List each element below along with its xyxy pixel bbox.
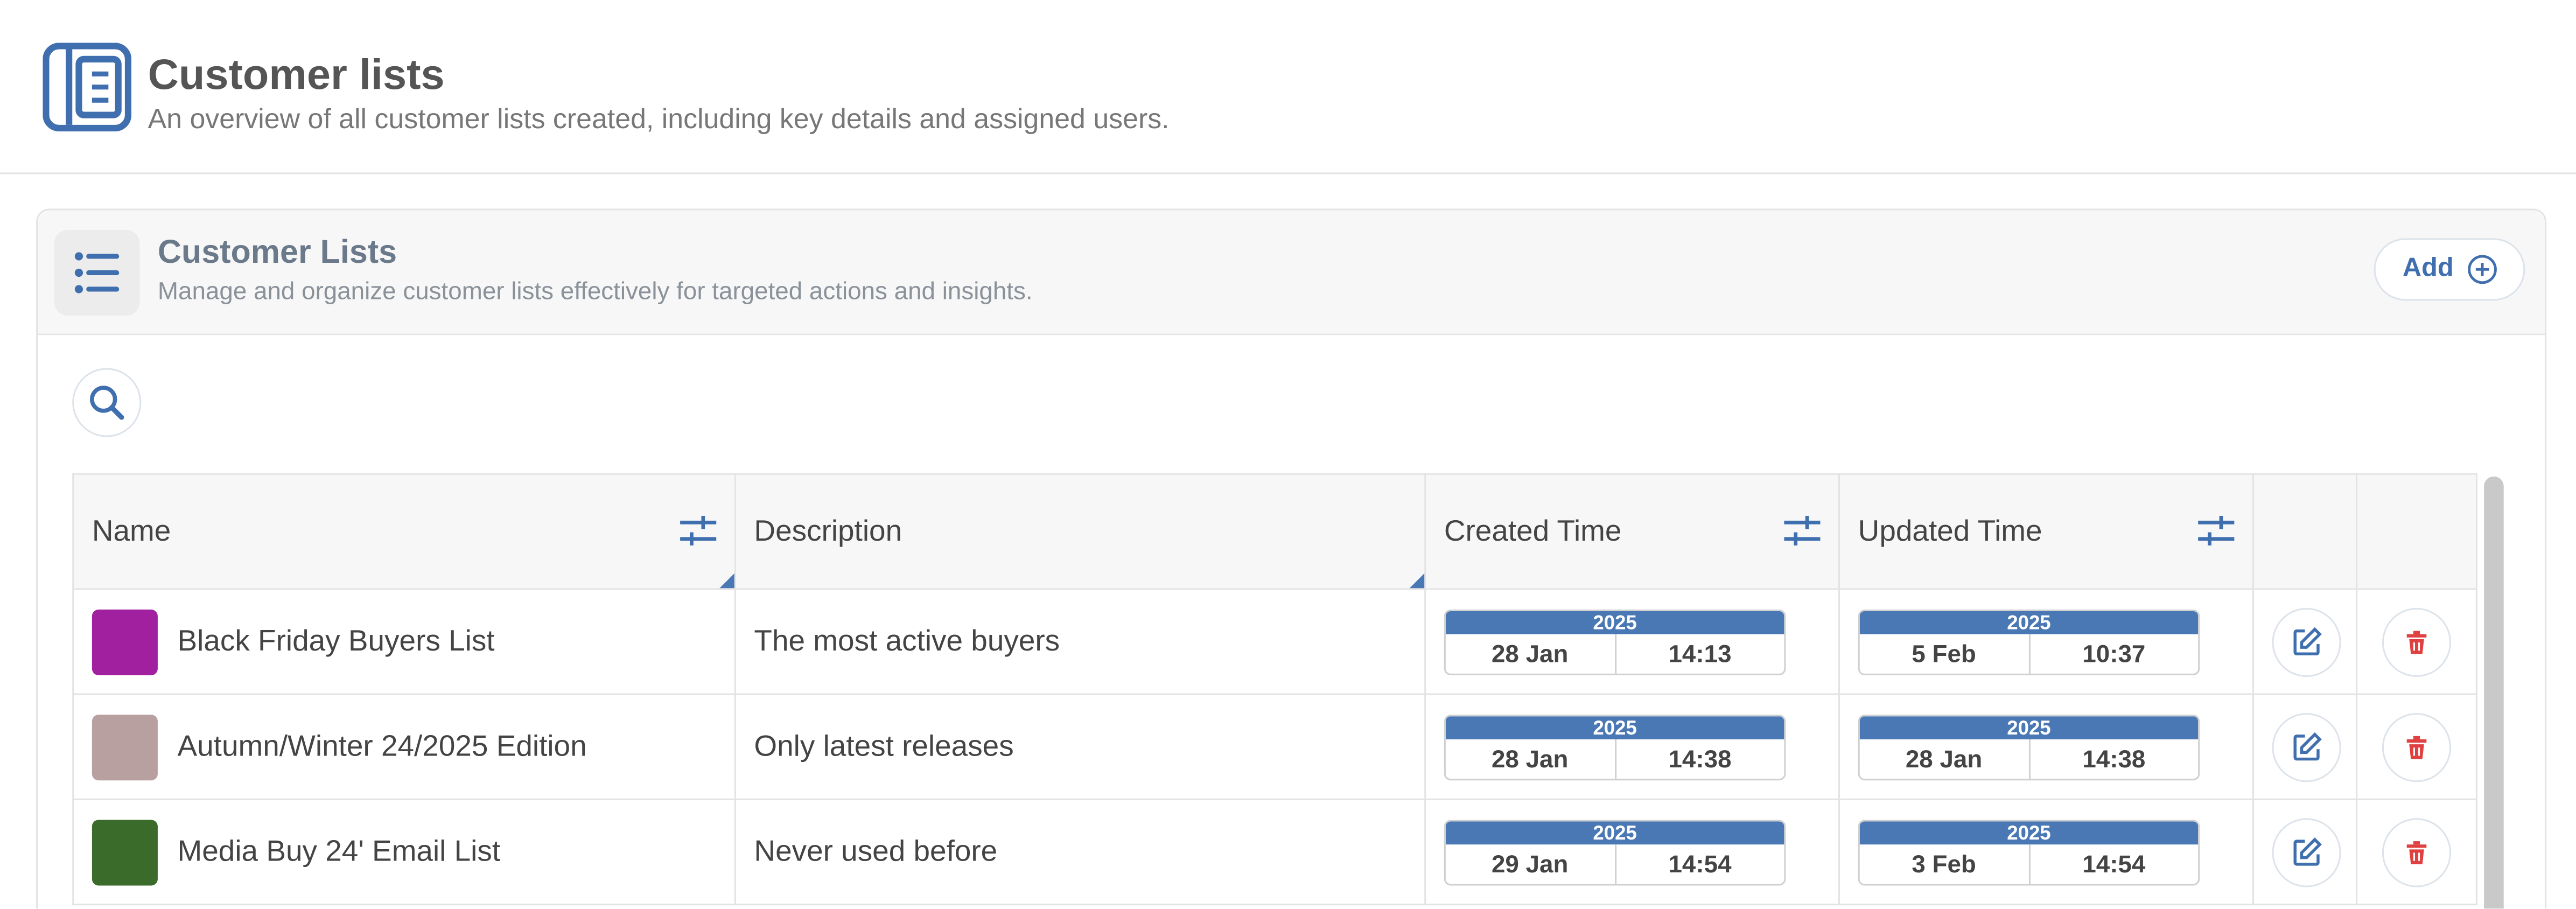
edit-button[interactable]: [2272, 607, 2341, 676]
delete-cell: [2356, 693, 2477, 800]
delete-button[interactable]: [2382, 607, 2452, 676]
color-swatch: [92, 819, 158, 885]
list-name: Media Buy 24' Email List: [177, 834, 501, 868]
panel-subtitle: Manage and organize customer lists effec…: [157, 277, 1033, 306]
table-row: Media Buy 24' Email List Never used befor…: [72, 798, 2477, 906]
time: 14:38: [1614, 738, 1784, 778]
table-row: Black Friday Buyers List The most active …: [72, 588, 2477, 695]
color-swatch: [92, 609, 158, 675]
edit-cell: [2252, 693, 2358, 800]
divider: [0, 172, 2576, 174]
column-header: Created Time: [1424, 473, 1840, 590]
time: 14:13: [1614, 633, 1784, 673]
created-cell: 2025 28 Jan 14:38: [1424, 693, 1840, 800]
time: 10:37: [2028, 633, 2198, 673]
datetime-chip: 2025 3 Feb 14:54: [1858, 819, 2200, 885]
datetime-chip: 2025 29 Jan 14:54: [1444, 819, 1786, 885]
year: 2025: [1859, 820, 2199, 844]
created-cell: 2025 29 Jan 14:54: [1424, 798, 1840, 906]
date-time: 3 Feb 14:54: [1860, 843, 2199, 883]
name-cell: Black Friday Buyers List: [72, 588, 736, 695]
column-header: [2356, 473, 2477, 590]
date-time: 29 Jan 14:54: [1446, 843, 1784, 883]
add-label: Add: [2402, 254, 2454, 283]
description-cell: The most active buyers: [734, 588, 1426, 695]
datetime-chip: 2025 28 Jan 14:38: [1444, 714, 1786, 780]
panel-header: [38, 210, 2545, 335]
year: 2025: [1859, 610, 2199, 634]
page-subtitle: An overview of all customer lists create…: [148, 103, 1170, 135]
list-name: Autumn/Winter 24/2025 Edition: [177, 729, 587, 763]
datetime-chip: 2025 28 Jan 14:38: [1858, 714, 2200, 780]
customer-table: Name Description Created Time Updated Time B…: [72, 473, 2477, 906]
edit-cell: [2252, 588, 2358, 695]
filter-button[interactable]: [2196, 514, 2236, 555]
panel-title: Customer Lists: [157, 235, 397, 271]
date: 3 Feb: [1912, 850, 1976, 878]
updated-cell: 2025 28 Jan 14:38: [1838, 693, 2254, 800]
color-swatch: [92, 714, 158, 780]
description: Only latest releases: [754, 729, 1014, 763]
date-time: 5 Feb 10:37: [1860, 633, 2199, 673]
edit-button[interactable]: [2272, 712, 2341, 781]
date: 28 Jan: [1491, 640, 1569, 668]
name-wrap: Autumn/Winter 24/2025 Edition: [92, 714, 716, 780]
panel-icon: [54, 230, 140, 316]
panel: [36, 208, 2547, 909]
name-cell: Autumn/Winter 24/2025 Edition: [72, 693, 736, 800]
updated-cell: 2025 3 Feb 14:54: [1838, 798, 2254, 906]
filter-button[interactable]: [678, 514, 718, 555]
scrollbar[interactable]: [2484, 476, 2504, 909]
add-button[interactable]: Add: [2374, 238, 2525, 301]
description: Never used before: [754, 834, 998, 868]
date: 29 Jan: [1491, 850, 1569, 878]
time: 14:54: [1614, 843, 1784, 883]
column-label: Name: [92, 514, 171, 547]
column-header: Description: [734, 473, 1426, 590]
name-wrap: Black Friday Buyers List: [92, 609, 716, 675]
header-icon: [43, 43, 132, 132]
date-time: 28 Jan 14:13: [1446, 633, 1784, 673]
date-time: 28 Jan 14:38: [1446, 738, 1784, 778]
column-header: Updated Time: [1838, 473, 2254, 590]
year: 2025: [1445, 715, 1784, 739]
datetime-chip: 2025 5 Feb 10:37: [1858, 609, 2200, 675]
date: 28 Jan: [1491, 745, 1569, 773]
updated-cell: 2025 5 Feb 10:37: [1838, 588, 2254, 695]
year: 2025: [1445, 610, 1784, 634]
page-title: Customer lists: [148, 49, 445, 99]
column-label: Updated Time: [1858, 514, 2042, 547]
date: 28 Jan: [1905, 745, 1983, 773]
datetime-chip: 2025 28 Jan 14:13: [1444, 609, 1786, 675]
filter-button[interactable]: [1782, 514, 1822, 555]
description: The most active buyers: [754, 624, 1060, 658]
list-name: Black Friday Buyers List: [177, 624, 495, 658]
name-cell: Media Buy 24' Email List: [72, 798, 736, 906]
resize-handle[interactable]: [719, 573, 734, 589]
column-header: Name: [72, 473, 736, 590]
created-cell: 2025 28 Jan 14:13: [1424, 588, 1840, 695]
column-label: Created Time: [1444, 514, 1622, 547]
description-cell: Never used before: [734, 798, 1426, 906]
date: 5 Feb: [1912, 640, 1976, 668]
delete-button[interactable]: [2382, 817, 2452, 887]
time: 14:38: [2028, 738, 2198, 778]
time: 14:54: [2028, 843, 2198, 883]
delete-button[interactable]: [2382, 712, 2452, 781]
date-time: 28 Jan 14:38: [1860, 738, 2199, 778]
edit-cell: [2252, 798, 2358, 906]
table-row: Autumn/Winter 24/2025 Edition Only latest…: [72, 693, 2477, 800]
column-label: Description: [754, 514, 902, 547]
delete-cell: [2356, 798, 2477, 906]
name-wrap: Media Buy 24' Email List: [92, 819, 716, 885]
edit-button[interactable]: [2272, 817, 2341, 887]
column-header: [2252, 473, 2358, 590]
year: 2025: [1445, 820, 1784, 844]
delete-cell: [2356, 588, 2477, 695]
search-button[interactable]: [72, 368, 142, 437]
resize-handle[interactable]: [1409, 573, 1425, 589]
year: 2025: [1859, 715, 2199, 739]
description-cell: Only latest releases: [734, 693, 1426, 800]
